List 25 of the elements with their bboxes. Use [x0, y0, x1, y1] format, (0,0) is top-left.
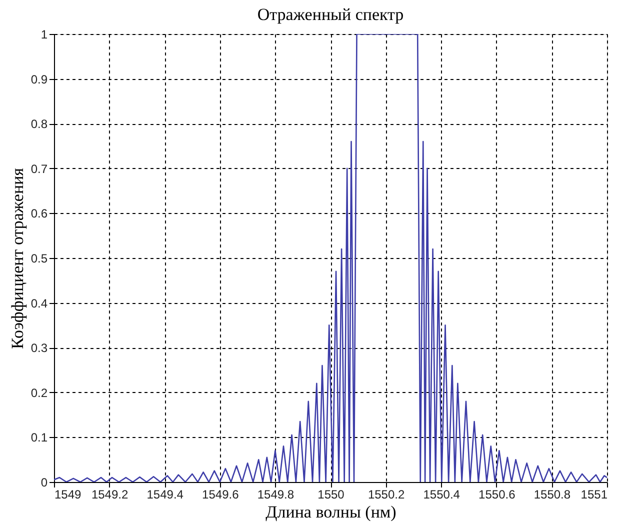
y-tick-label: 0.9 [30, 72, 48, 86]
x-tick-label: 1550.8 [534, 488, 571, 502]
y-axis-title: Коэффициент отражения [8, 168, 27, 349]
x-tick-label: 1550.4 [423, 488, 460, 502]
x-tick-label: 1550.2 [368, 488, 405, 502]
y-tick-label: 0.5 [30, 252, 48, 266]
y-tick-label: 0.2 [30, 386, 48, 400]
y-tick-label: 1 [40, 28, 48, 42]
x-tick-label: 1549.2 [91, 488, 128, 502]
y-tick-label: 0.3 [30, 341, 48, 356]
x-tick-label: 1550.6 [478, 488, 516, 502]
chart-title: Отраженный спектр [257, 5, 404, 24]
y-tick-label: 0.4 [30, 296, 48, 310]
y-tick-label: 0.7 [30, 162, 48, 176]
y-tick-label: 0.1 [30, 430, 48, 445]
x-tick-label: 1549.8 [257, 488, 294, 502]
x-axis-title: Длина волны (нм) [266, 502, 396, 522]
x-tick-label: 1549 [54, 488, 82, 502]
x-tick-label: 1549.4 [146, 488, 184, 502]
x-tick-label: 1551 [580, 488, 608, 502]
x-tick-label: 1550 [318, 488, 345, 502]
y-tick-label: 0.6 [30, 206, 48, 221]
x-tick-label: 1549.6 [202, 488, 240, 502]
y-tick-label: 0 [40, 476, 48, 490]
y-tick-label: 0.8 [30, 117, 48, 132]
